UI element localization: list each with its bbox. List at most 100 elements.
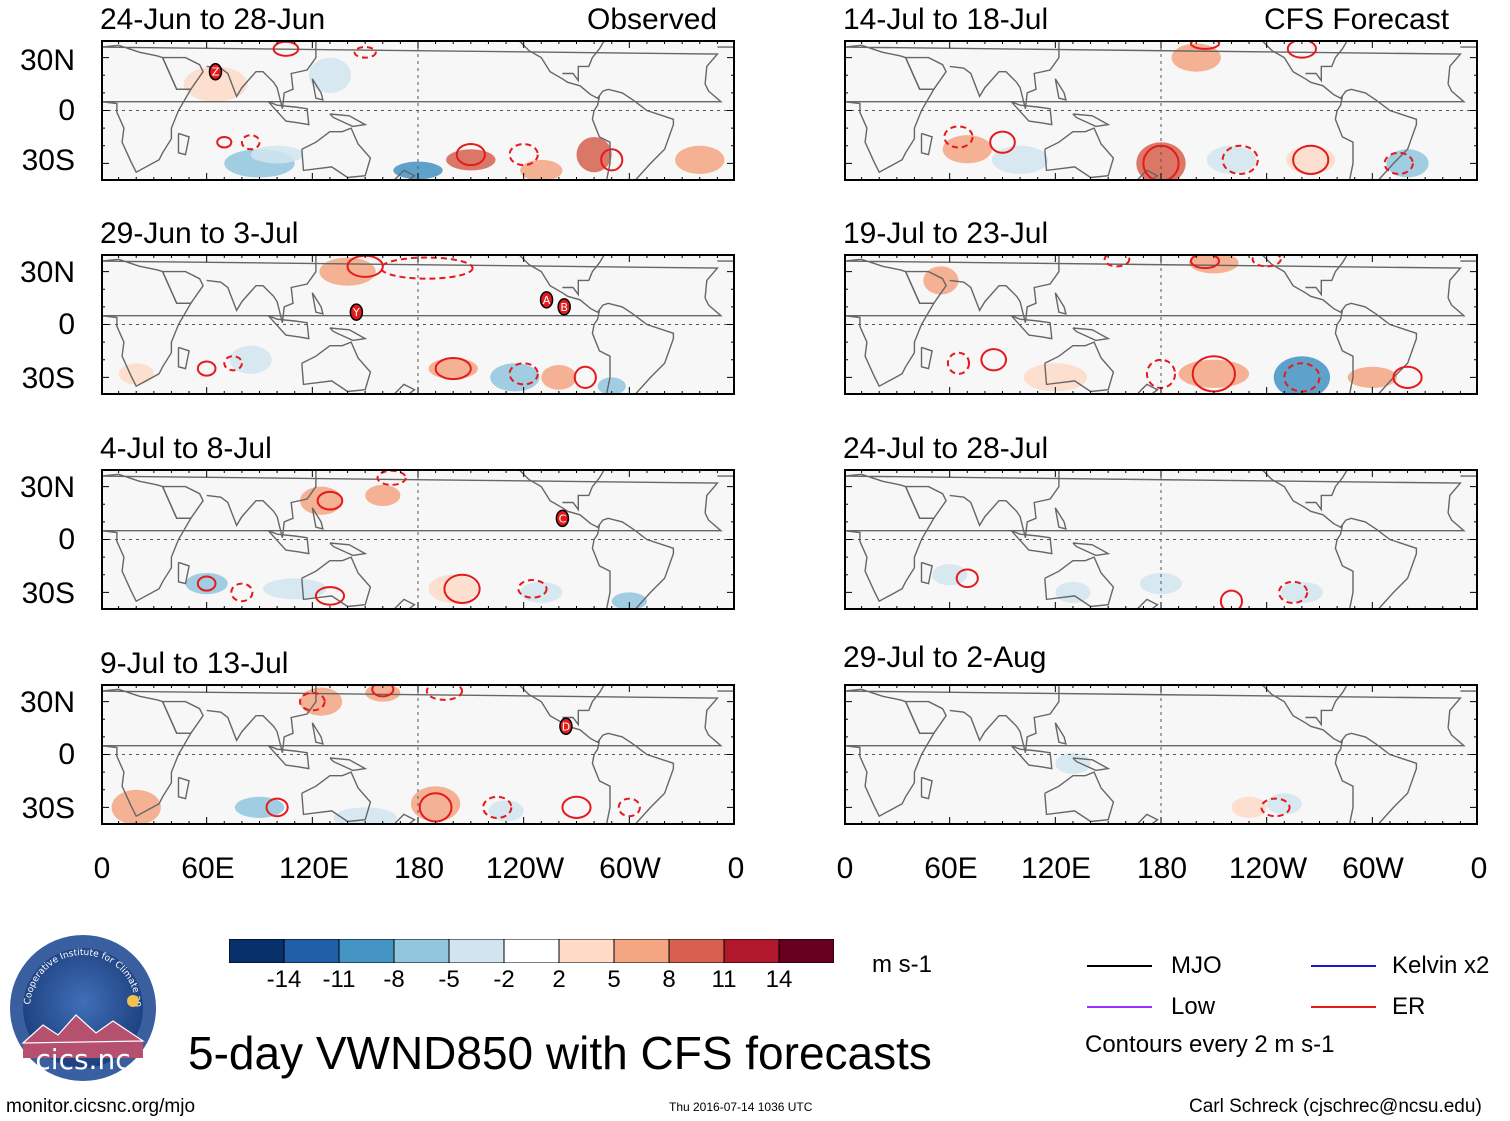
coastline (1260, 684, 1418, 825)
ylabel-30s: 30S (21, 362, 75, 395)
coastline (267, 530, 310, 555)
legend-low-label: Low (1171, 993, 1216, 1020)
xlabel-180: 180 (393, 852, 445, 885)
xlabel-60w: 60W (1342, 852, 1404, 885)
legend-mjo-line (1087, 965, 1152, 967)
anomaly-shading (490, 363, 540, 392)
ylabel-30n: 30N (19, 44, 75, 77)
coastline (311, 292, 324, 315)
coastline (206, 254, 317, 323)
coastline (1044, 341, 1115, 393)
coastline (206, 684, 317, 753)
anomaly-shading (1231, 796, 1267, 818)
er-contour (299, 691, 326, 712)
anomaly-shading (410, 786, 461, 822)
coastline (1135, 169, 1159, 181)
anomaly-shading (488, 800, 524, 822)
legend-kelvin-label: Kelvin x2 (1392, 952, 1490, 979)
coastline (920, 776, 933, 800)
anomaly-shading (263, 578, 327, 600)
coastline (1072, 757, 1111, 772)
panel-frame (844, 469, 1478, 610)
er-contour (482, 795, 513, 819)
er-contour (600, 148, 624, 172)
coastline (1135, 813, 1159, 825)
er-contour (1219, 589, 1244, 610)
xlabel-60e: 60E (924, 852, 978, 885)
coastline (844, 258, 1466, 388)
coastline (1054, 722, 1067, 745)
map-panel: D (101, 684, 735, 825)
er-contour (1189, 40, 1221, 50)
panel-frame (101, 684, 735, 825)
coastline (329, 542, 368, 557)
colorbar-tick-label: 8 (662, 966, 676, 993)
colorbar-swatch (668, 939, 725, 963)
coastline (392, 383, 416, 395)
legend-er-label: ER (1392, 993, 1426, 1020)
anomaly-shading (1055, 581, 1091, 603)
anomaly-shading (333, 807, 397, 825)
anomaly-shading (250, 145, 304, 164)
anomaly-shading (576, 136, 612, 173)
colorbar-swatch (338, 939, 395, 963)
coastline (101, 473, 723, 603)
ylabel-30s: 30S (21, 577, 75, 610)
er-contour (434, 356, 472, 381)
coastline (844, 688, 1466, 818)
storm-marker: Y (349, 303, 364, 321)
anomaly-shading (365, 684, 401, 702)
anomaly-shading (520, 159, 563, 181)
colorbar-tick-label: -11 (322, 966, 356, 993)
legend-mjo-label: MJO (1171, 952, 1222, 979)
anomaly-shading (932, 564, 968, 586)
er-contour (314, 586, 346, 606)
cics-logo: Cooperative Institute for Climate and Sa… (8, 933, 156, 1081)
er-contour (617, 797, 641, 818)
er-contour (561, 795, 592, 819)
coastline (1010, 315, 1053, 340)
ylabel-30n: 30N (19, 256, 75, 289)
anomaly-shading (365, 484, 401, 507)
panel-frame (844, 254, 1478, 395)
er-contour (1292, 144, 1330, 175)
forecast-label: CFS Forecast (1264, 3, 1450, 36)
anomaly-shading (183, 66, 248, 102)
footer-url: monitor.cicsnc.org/mjo (6, 1096, 196, 1117)
panel-title-8: 29-Jul to 2-Aug (843, 641, 1047, 674)
coastline (101, 688, 723, 818)
anomaly-shading (229, 345, 272, 374)
observed-label: Observed (587, 3, 718, 36)
panel-title-1: 24-Jun to 28-Jun (100, 3, 326, 36)
ylabel-eq: 0 (58, 94, 75, 127)
coastline (1305, 469, 1349, 512)
colorbar-swatch (503, 939, 560, 963)
anomaly-shading (300, 486, 343, 515)
map-panel (844, 684, 1478, 825)
coastline (1072, 327, 1111, 342)
coastline (1305, 684, 1349, 727)
storm-marker: C (555, 509, 570, 528)
coastline (267, 101, 310, 126)
coastline (844, 473, 1466, 603)
xlabel-0: 0 (93, 852, 111, 885)
ylabel-eq: 0 (58, 308, 75, 341)
colorbar-swatch (229, 939, 285, 963)
er-contour (443, 573, 481, 604)
er-contour (989, 130, 1016, 154)
er-contour (380, 256, 474, 280)
coastline (206, 40, 317, 109)
colorbar-tick-label: 14 (765, 966, 793, 993)
coastline (920, 561, 933, 585)
er-contour (573, 365, 597, 389)
coastline (161, 56, 204, 90)
xlabel-360: 0 (1470, 852, 1488, 885)
coastline (311, 78, 324, 101)
coastline (392, 598, 416, 610)
coastline (1135, 598, 1159, 610)
coastline (1054, 292, 1067, 315)
xlabel-60e: 60E (181, 852, 235, 885)
storm-marker-letter: A (543, 294, 551, 307)
coastline (177, 346, 190, 370)
coastline (949, 40, 1060, 109)
